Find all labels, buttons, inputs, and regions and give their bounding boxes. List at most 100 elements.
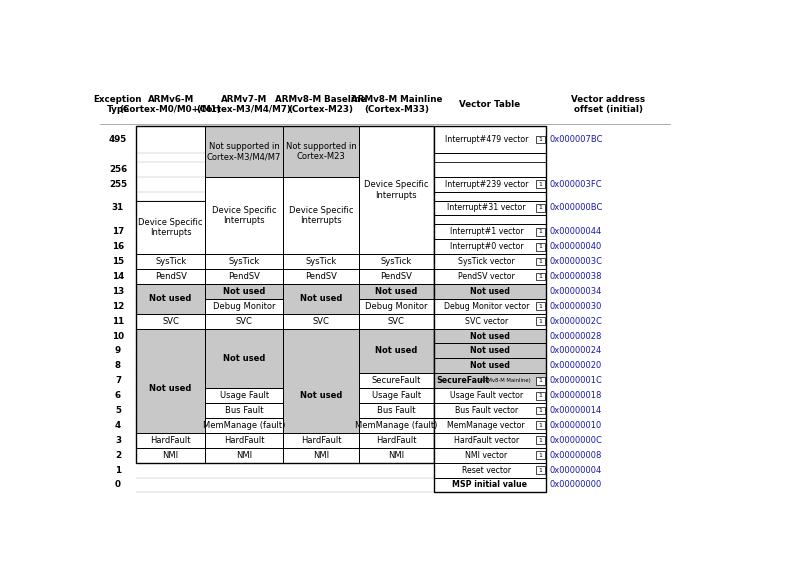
Text: Not used: Not used xyxy=(470,332,510,341)
Bar xyxy=(136,200,206,254)
Text: ARMv7-M
(Cortex-M3/M4/M7): ARMv7-M (Cortex-M3/M4/M7) xyxy=(197,95,291,114)
Text: 495: 495 xyxy=(109,135,127,144)
Bar xyxy=(434,177,546,191)
Text: MemManage (fault): MemManage (fault) xyxy=(203,421,286,430)
Text: 0x00000040: 0x00000040 xyxy=(550,242,602,251)
Text: 1: 1 xyxy=(538,423,542,428)
Text: 1: 1 xyxy=(538,137,542,142)
Text: Bus Fault: Bus Fault xyxy=(225,406,263,415)
Text: HardFault: HardFault xyxy=(376,436,417,445)
Text: PendSV: PendSV xyxy=(305,272,337,281)
Bar xyxy=(136,126,434,463)
Text: SecureFault: SecureFault xyxy=(372,376,421,385)
Text: Vector address
offset (initial): Vector address offset (initial) xyxy=(571,95,646,114)
Text: 0x00000010: 0x00000010 xyxy=(550,421,602,430)
Bar xyxy=(359,126,434,254)
Bar xyxy=(434,126,546,493)
Bar xyxy=(434,299,546,314)
Text: 2: 2 xyxy=(115,450,121,459)
Bar xyxy=(537,228,545,236)
Text: 0x00000020: 0x00000020 xyxy=(550,361,602,370)
Bar xyxy=(359,269,434,284)
Bar xyxy=(537,302,545,310)
Text: 12: 12 xyxy=(112,302,124,311)
Bar xyxy=(537,466,545,474)
Text: Interrupt#0 vector: Interrupt#0 vector xyxy=(450,242,523,251)
Text: Not used: Not used xyxy=(300,294,342,303)
Text: 1: 1 xyxy=(538,408,542,413)
Text: 1: 1 xyxy=(115,466,121,475)
Bar xyxy=(206,284,283,299)
Text: 1: 1 xyxy=(538,259,542,264)
Text: 10: 10 xyxy=(112,332,124,341)
Bar xyxy=(537,452,545,459)
Text: Not used: Not used xyxy=(150,383,192,392)
Text: 0x000007BC: 0x000007BC xyxy=(550,135,603,144)
Bar xyxy=(434,284,546,299)
Text: 1: 1 xyxy=(538,244,542,249)
Text: 3: 3 xyxy=(115,436,121,445)
Bar xyxy=(136,329,206,448)
Text: 0x0000003C: 0x0000003C xyxy=(550,257,602,266)
Bar xyxy=(434,388,546,403)
Text: 0x00000008: 0x00000008 xyxy=(550,450,602,459)
Text: 1: 1 xyxy=(538,467,542,472)
Text: 1: 1 xyxy=(538,182,542,187)
Bar xyxy=(283,126,359,177)
Bar xyxy=(434,418,546,433)
Bar xyxy=(136,448,206,463)
Bar xyxy=(434,269,546,284)
Bar xyxy=(359,284,434,299)
Text: Not used: Not used xyxy=(470,346,510,355)
Text: 17: 17 xyxy=(112,227,124,236)
Text: 0x00000024: 0x00000024 xyxy=(550,346,602,355)
Text: 4: 4 xyxy=(115,421,121,430)
Bar xyxy=(537,377,545,385)
Text: Not supported in
Cortex-M23: Not supported in Cortex-M23 xyxy=(286,142,357,161)
Bar xyxy=(359,448,434,463)
Text: NMI: NMI xyxy=(162,450,178,459)
Bar xyxy=(434,200,546,216)
Text: Device Specific
Interrupts: Device Specific Interrupts xyxy=(138,218,203,237)
Text: 7: 7 xyxy=(115,376,121,385)
Text: 0x00000038: 0x00000038 xyxy=(550,272,602,281)
Text: 0x0000002C: 0x0000002C xyxy=(550,316,602,325)
Bar xyxy=(136,254,206,269)
Text: 14: 14 xyxy=(112,272,124,281)
Text: SysTick: SysTick xyxy=(155,257,186,266)
Text: Interrupt#239 vector: Interrupt#239 vector xyxy=(445,180,528,189)
Bar xyxy=(537,406,545,414)
Bar xyxy=(283,329,359,463)
Text: Interrupt#1 vector: Interrupt#1 vector xyxy=(450,227,523,236)
Text: PendSV: PendSV xyxy=(154,272,186,281)
Text: Usage Fault vector: Usage Fault vector xyxy=(450,391,523,400)
Bar xyxy=(434,191,546,200)
Text: SysTick: SysTick xyxy=(381,257,412,266)
Text: 0x00000028: 0x00000028 xyxy=(550,332,602,341)
Text: 1: 1 xyxy=(538,205,542,211)
Bar xyxy=(434,225,546,239)
Text: NMI: NMI xyxy=(388,450,405,459)
Bar xyxy=(283,314,359,329)
Text: 0x00000004: 0x00000004 xyxy=(550,466,602,475)
Bar xyxy=(434,254,546,269)
Bar xyxy=(434,329,546,343)
Text: 0: 0 xyxy=(115,480,121,489)
Text: 0x0000000C: 0x0000000C xyxy=(550,436,602,445)
Text: Not used: Not used xyxy=(223,354,266,363)
Bar xyxy=(434,373,546,388)
Bar xyxy=(359,299,434,314)
Text: MemManage vector: MemManage vector xyxy=(447,421,525,430)
Text: 1: 1 xyxy=(538,393,542,398)
Text: Debug Monitor: Debug Monitor xyxy=(213,302,275,311)
Text: Device Specific
Interrupts: Device Specific Interrupts xyxy=(212,205,277,225)
Bar xyxy=(434,463,546,477)
Text: 8: 8 xyxy=(115,361,121,370)
Bar xyxy=(283,177,359,254)
Text: SVC: SVC xyxy=(236,316,253,325)
Text: Interrupt#479 vector: Interrupt#479 vector xyxy=(445,135,528,144)
Bar xyxy=(434,359,546,373)
Bar xyxy=(537,180,545,188)
Text: 0x0000001C: 0x0000001C xyxy=(550,376,602,385)
Text: NMI: NMI xyxy=(236,450,252,459)
